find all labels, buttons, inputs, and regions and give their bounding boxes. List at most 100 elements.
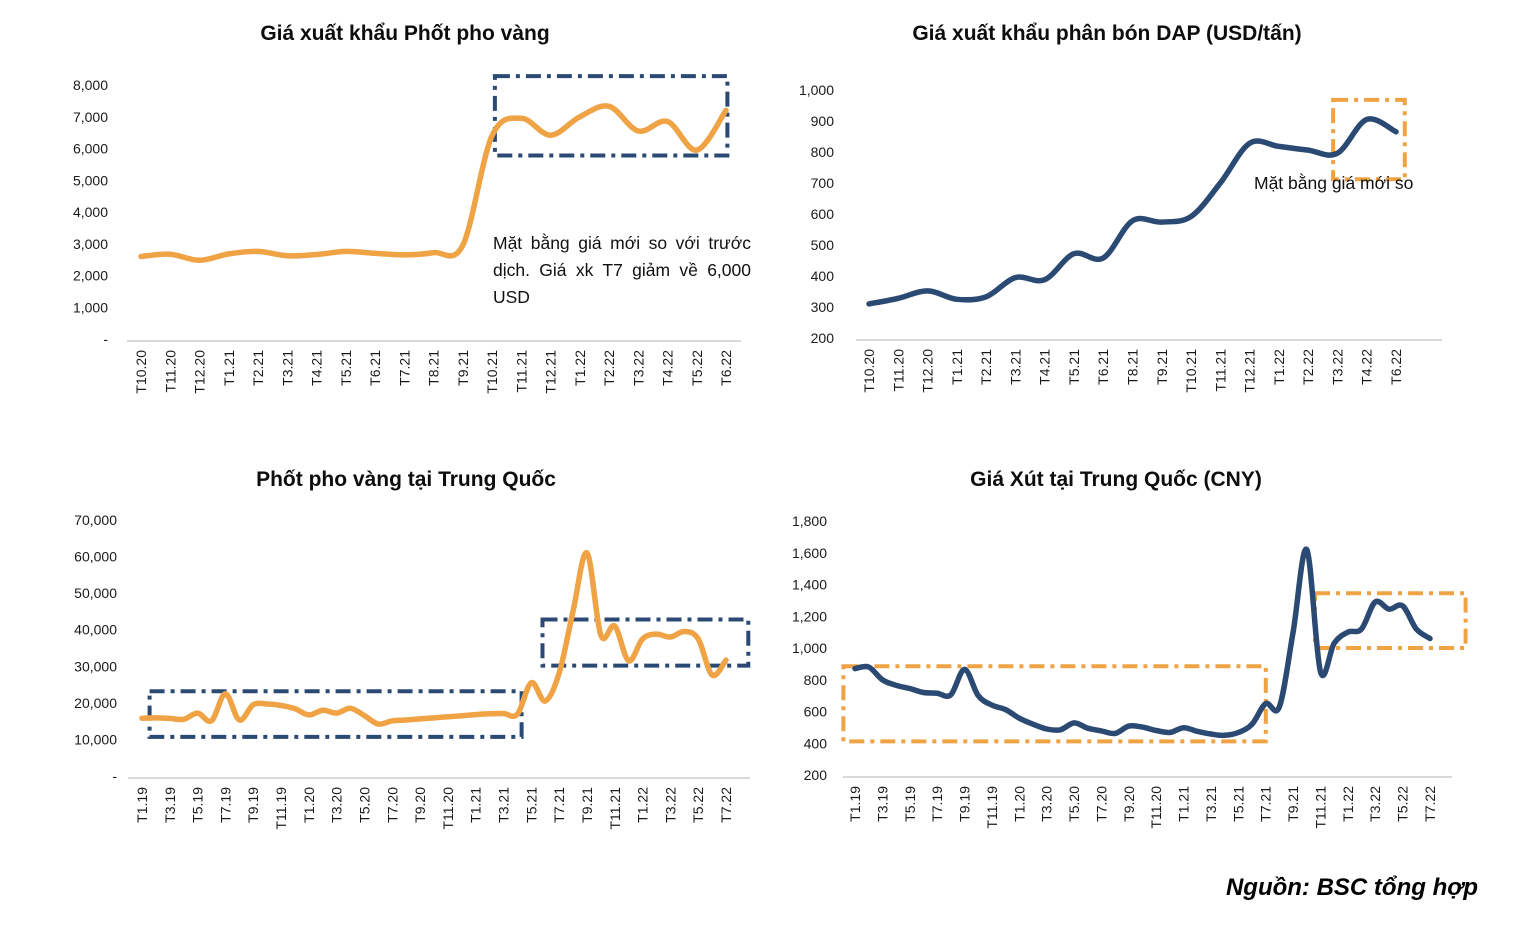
x-tick-label: T11.20	[162, 350, 178, 393]
x-tick-label: T3.22	[662, 787, 678, 823]
x-tick-label: T3.22	[1367, 786, 1383, 822]
y-tick-label: 400	[811, 268, 835, 284]
annotation-new-price-level-dap: Mặt bằng giá mới so	[1254, 173, 1414, 193]
x-tick-label: T4.21	[309, 350, 325, 386]
y-tick-label: 600	[811, 206, 835, 222]
y-tick-label: -	[112, 768, 117, 784]
x-tick-label: T7.21	[551, 787, 567, 823]
y-tick-label: 4,000	[73, 204, 108, 220]
series-line-dap-export	[866, 116, 1399, 307]
x-tick-label: T6.22	[718, 350, 734, 386]
y-tick-label: 200	[804, 767, 828, 783]
x-tick-label: T7.21	[396, 350, 412, 386]
x-tick-label: T2.21	[978, 349, 994, 385]
chart-xut-china: 1,800 1,600 1,400 1,200 1,000 800 600 400 200 T1.…	[792, 513, 1468, 829]
x-tick-label: T1.22	[572, 350, 588, 386]
x-tick-label: T5.20	[356, 787, 372, 823]
x-tick-label: T9.21	[579, 787, 595, 823]
x-tick-label: T3.22	[1329, 349, 1345, 385]
x-tick-label: T9.19	[957, 786, 973, 822]
y-tick-label: 1,800	[792, 513, 827, 529]
y-tick-label: 5,000	[73, 172, 108, 188]
x-tick-label: T8.21	[426, 350, 442, 386]
x-tick-label: T4.21	[1037, 349, 1053, 385]
x-tick-label: T11.21	[607, 787, 623, 830]
highlight-box	[1331, 97, 1407, 182]
x-tick-label: T2.22	[1300, 349, 1316, 385]
x-tick-label: T12.21	[1242, 349, 1258, 393]
x-tick-label: T3.21	[496, 787, 512, 823]
x-tick-label: T3.20	[1039, 786, 1055, 822]
y-tick-label: 900	[811, 113, 835, 129]
x-tick-label: T4.22	[660, 350, 676, 386]
x-tick-label: T1.21	[949, 349, 965, 385]
x-tick-label: T5.20	[1066, 786, 1082, 822]
x-tick-label: T12.20	[192, 350, 208, 394]
x-tick-label: T1.22	[1340, 786, 1356, 822]
x-tick-label: T11.20	[890, 349, 906, 392]
y-tick-label: 3,000	[73, 236, 108, 252]
x-tick-label: T9.20	[412, 787, 428, 823]
x-tick-label: T6.21	[367, 350, 383, 386]
x-tick-label: T3.19	[162, 787, 178, 823]
x-tick-label: T3.21	[279, 350, 295, 386]
x-tick-label: T1.20	[301, 787, 317, 823]
x-tick-label: T5.19	[190, 787, 206, 823]
highlight-box	[492, 74, 730, 158]
x-tick-label: T1.22	[1271, 349, 1287, 385]
y-tick-label: 800	[804, 672, 828, 688]
x-tick-label: T9.20	[1121, 786, 1137, 822]
y-tick-label: 1,400	[792, 577, 827, 593]
x-tick-label: T3.19	[874, 786, 890, 822]
y-tick-label: 400	[804, 735, 828, 751]
x-tick-label: T11.20	[1148, 786, 1164, 829]
chart-title-dap-export: Giá xuất khẩu phân bón DAP (USD/tấn)	[912, 22, 1302, 45]
x-tick-label: T11.20	[440, 787, 456, 830]
y-tick-label: 1,000	[799, 82, 834, 98]
chart-dap-export: 1,000 900 800 700 600 500 400 300 200 T10.20 T11.2…	[799, 82, 1442, 393]
x-tick-label: T1.21	[1176, 786, 1192, 822]
y-tick-label: 600	[804, 704, 828, 720]
x-tick-label: T6.21	[1095, 349, 1111, 385]
x-tick-label: T11.19	[273, 787, 289, 830]
y-tick-label: 6,000	[73, 141, 108, 157]
x-tick-label: T1.19	[134, 787, 150, 823]
x-tick-label: T5.19	[902, 786, 918, 822]
y-tick-label: 1,000	[792, 640, 827, 656]
x-tick-label: T1.22	[635, 787, 651, 823]
x-tick-label: T5.21	[338, 350, 354, 386]
y-tick-label: 8,000	[73, 77, 108, 93]
x-tick-label: T11.21	[513, 350, 529, 393]
chart-phot-pho-vang-export: 8,000 7,000 6,000 5,000 4,000 3,000 2,000 1,000…	[73, 74, 741, 394]
x-tick-label: T5.21	[1066, 349, 1082, 385]
x-tick-label: T5.22	[1395, 786, 1411, 822]
y-tick-label: 50,000	[74, 585, 117, 601]
series-line-phot-pho-vang-china	[139, 550, 729, 727]
x-tick-label: T1.19	[847, 786, 863, 822]
x-tick-label: T5.21	[1230, 786, 1246, 822]
x-tick-label: T7.20	[1093, 786, 1109, 822]
y-tick-label: 40,000	[74, 622, 117, 638]
chart-title-phot-pho-vang-china: Phốt pho vàng tại Trung Quốc	[256, 468, 556, 491]
x-tick-label: T5.22	[690, 787, 706, 823]
x-tick-label: T9.19	[245, 787, 261, 823]
y-tick-label: 2,000	[73, 268, 108, 284]
x-tick-label: T5.22	[689, 350, 705, 386]
y-tick-label: 20,000	[74, 695, 117, 711]
y-tick-label: 200	[811, 330, 835, 346]
x-tick-label: T7.22	[718, 787, 734, 823]
x-tick-label: T2.22	[601, 350, 617, 386]
highlight-box	[147, 689, 524, 739]
y-tick-label: 70,000	[74, 512, 117, 528]
x-tick-label: T11.21	[1212, 349, 1228, 392]
x-tick-label: T7.19	[217, 787, 233, 823]
x-tick-label: T9.21	[1154, 349, 1170, 385]
chart-phot-pho-vang-china: 70,000 60,000 50,000 40,000 30,000 20,000 10,0…	[74, 512, 751, 830]
x-tick-label: T3.22	[630, 350, 646, 386]
y-tick-label: 7,000	[73, 109, 108, 125]
x-tick-label: T7.19	[929, 786, 945, 822]
annotation-new-price-level-phosphorus: Mặt bằng giá mới so với trước dịch. Giá …	[493, 230, 751, 311]
y-tick-label: 10,000	[74, 731, 117, 747]
